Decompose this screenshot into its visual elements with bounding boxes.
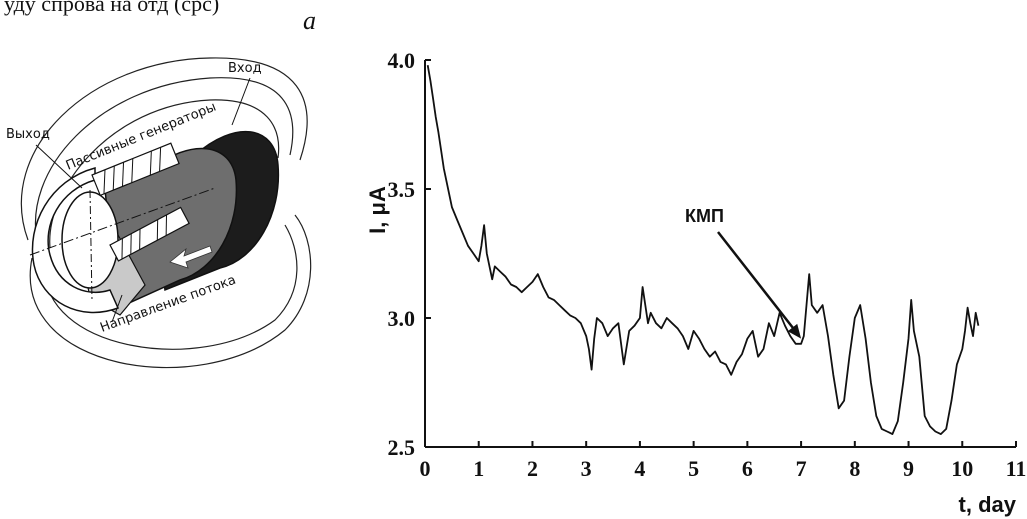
x-tick-label: 3 <box>581 456 592 481</box>
x-tick-label: 4 <box>634 456 645 481</box>
x-tick-label: 5 <box>688 456 699 481</box>
field-line-middle <box>34 77 294 246</box>
x-tick-label: 8 <box>849 456 860 481</box>
passive-generator-lower <box>109 206 190 262</box>
leader-inlet <box>231 77 251 126</box>
x-tick-label: 1 <box>473 456 484 481</box>
y-tick-label: 2.5 <box>388 435 416 460</box>
x-tick-label: 9 <box>903 456 914 481</box>
flow-arrow-icon <box>169 245 213 269</box>
hatch-upper <box>103 147 162 194</box>
x-tick-label: 11 <box>1006 456 1027 481</box>
y-axis-ticks: 2.5 3.0 3.5 4.0 <box>388 48 431 460</box>
cropped-caption-text: уду спрова на отд (срс) <box>4 0 220 16</box>
leader-outlet <box>35 144 83 189</box>
x-axis-ticks: 0 1 2 3 4 5 6 7 8 9 10 11 <box>420 441 1027 481</box>
x-tick-label: 2 <box>527 456 538 481</box>
vertical-axis-line <box>89 189 93 301</box>
flow-device-diagram: Вход Выход Пассивные генераторы Направле… <box>6 57 312 369</box>
y-axis-title: I, μA <box>365 186 390 234</box>
field-line-outer <box>20 57 308 241</box>
panel-letter: a <box>303 6 316 35</box>
field-line-lower-outer <box>29 214 312 369</box>
hatch-lower <box>121 214 168 260</box>
y-tick-label: 4.0 <box>388 48 416 73</box>
y-tick-label: 3.0 <box>388 306 416 331</box>
x-axis-title: t, day <box>959 492 1017 517</box>
center-axis-line <box>29 187 216 256</box>
series-line <box>426 65 980 435</box>
label-inlet: Вход <box>228 61 262 76</box>
outlet-ring <box>31 167 120 314</box>
x-tick-label: 10 <box>951 456 973 481</box>
x-tick-label: 6 <box>742 456 753 481</box>
x-tick-label: 7 <box>796 456 807 481</box>
x-tick-label: 0 <box>420 456 431 481</box>
y-tick-label: 3.5 <box>388 177 416 202</box>
leader-flow <box>111 294 123 323</box>
label-outlet: Выход <box>6 127 50 142</box>
field-line-lower-inner <box>44 224 298 350</box>
annotation-arrowhead-icon <box>787 323 802 339</box>
annotation-arrow <box>717 231 797 332</box>
annotation-label: КМП <box>685 206 724 226</box>
